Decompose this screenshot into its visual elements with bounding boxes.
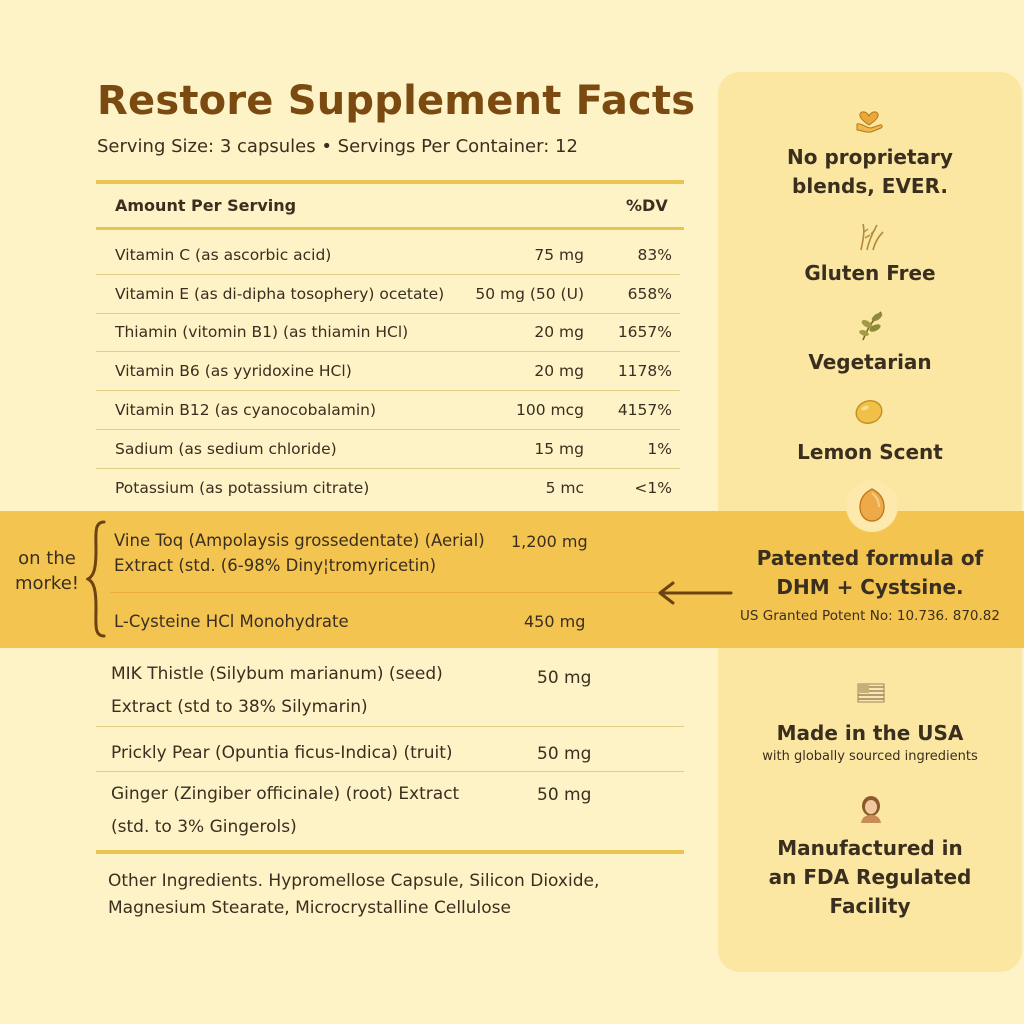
- wheat-icon: [860, 223, 884, 251]
- dv-header-label: %DV: [626, 196, 668, 215]
- nutrient-amount: 75 mg: [534, 246, 584, 264]
- ingredient-line: Prickly Pear (Opuntia ficus-Indica) (tru…: [111, 743, 453, 763]
- nutrient-dv: 1178%: [617, 362, 672, 380]
- other-ingredients-line: Magnesium Stearate, Microcrystalline Cel…: [108, 898, 511, 918]
- ingredient-line: Extract (std to 38% Silymarin): [111, 697, 368, 717]
- feature-vegetarian: Vegetarian: [718, 348, 1022, 377]
- nutrient-dv: 1%: [647, 440, 672, 458]
- feature-title: Vegetarian: [808, 350, 932, 374]
- serving-info: Serving Size: 3 capsules • Servings Per …: [97, 136, 578, 157]
- nutrient-dv: 658%: [627, 285, 672, 303]
- highlight-item-line: L-Cysteine HCl Monohydrate: [114, 612, 349, 631]
- callout-line: morke!: [14, 573, 80, 594]
- nutrient-amount: 20 mg: [534, 362, 584, 380]
- feature-title: blends, EVER.: [792, 174, 948, 198]
- other-ingredients-line: Other Ingredients. Hypromellose Capsule,…: [108, 871, 600, 891]
- brace-icon: [86, 520, 106, 638]
- feature-patent: Patented formula of DHM + Cystsine. US G…: [718, 544, 1022, 625]
- nutrient-row: Vitamin B6 (as yyridoxine HCl) 20 mg 117…: [96, 352, 680, 391]
- feature-title: No proprietary: [787, 145, 953, 169]
- nutrient-amount: 5 mc: [545, 479, 584, 497]
- nutrient-name: Vitamin C (as ascorbic acid): [115, 246, 332, 264]
- highlight-item: L-Cysteine HCl Monohydrate: [114, 609, 349, 634]
- callout-line: on the: [18, 548, 76, 569]
- nutrient-row: Vitamin B12 (as cyanocobalamin) 100 mcg …: [96, 391, 680, 430]
- lemon-icon: [855, 400, 883, 424]
- ingredient-amount: 50 mg: [537, 668, 592, 688]
- callout-text: on the morke!: [8, 546, 86, 596]
- row-divider: [96, 726, 684, 727]
- nutrient-name: Vitamin B6 (as yyridoxine HCl): [115, 362, 352, 380]
- nutrient-name: Thiamin (vitomin B1) (as thiamin HCl): [115, 323, 409, 341]
- row-divider: [96, 771, 684, 772]
- feature-title: an FDA Regulated: [768, 865, 972, 889]
- feature-title: Patented formula of: [756, 546, 984, 570]
- flag-icon: [857, 683, 885, 703]
- feature-title: Facility: [829, 894, 911, 918]
- ingredient-name: MIK Thistle (Silybum marianum) (seed) Ex…: [111, 658, 443, 724]
- nutrient-dv: 83%: [637, 246, 672, 264]
- feature-title: Manufactured in: [777, 836, 963, 860]
- highlight-item: Vine Toq (Ampolaysis grossedentate) (Aer…: [114, 528, 485, 578]
- ingredient-amount: 50 mg: [537, 785, 592, 805]
- amount-per-serving-label: Amount Per Serving: [115, 196, 297, 215]
- header-rule: [96, 227, 684, 230]
- arrow-left-icon: [658, 581, 733, 605]
- feature-made-in-usa: Made in the USA with globally sourced in…: [718, 719, 1022, 766]
- other-ingredients: Other Ingredients. Hypromellose Capsule,…: [108, 868, 668, 922]
- feature-fda: Manufactured in an FDA Regulated Facilit…: [718, 834, 1022, 921]
- patent-number: US Granted Potent No: 10.736. 870.82: [740, 608, 1000, 624]
- band-divider: [110, 592, 722, 593]
- highlight-amount: 450 mg: [524, 612, 586, 631]
- ingredient-line: Ginger (Zingiber officinale) (root) Extr…: [111, 784, 460, 804]
- top-rule: [96, 180, 684, 184]
- ingredient-name: Prickly Pear (Opuntia ficus-Indica) (tru…: [111, 737, 453, 770]
- nutrient-row: Sadium (as sedium chloride) 15 mg 1%: [96, 430, 680, 469]
- feature-title: Lemon Scent: [797, 440, 943, 464]
- hand-heart-icon: [856, 111, 883, 133]
- feature-no-blends: No proprietary blends, EVER.: [718, 143, 1022, 201]
- nutrient-row: Potassium (as potassium citrate) 5 mc <1…: [96, 469, 680, 507]
- ingredient-line: (std. to 3% Gingerols): [111, 817, 297, 837]
- ingredient-amount: 50 mg: [537, 744, 592, 764]
- feature-lemon-scent: Lemon Scent: [718, 438, 1022, 467]
- ingredient-line: MIK Thistle (Silybum marianum) (seed): [111, 664, 443, 684]
- leaf-icon: [859, 311, 883, 341]
- nutrient-amount: 15 mg: [534, 440, 584, 458]
- nutrient-name: Vitamin E (as di-dipha tosophery) ocetat…: [115, 285, 445, 303]
- highlight-amount: 1,200 mg: [511, 532, 588, 551]
- nutrient-row: Thiamin (vitomin B1) (as thiamin HCl) 20…: [96, 313, 680, 352]
- highlight-band: [0, 511, 1024, 648]
- person-icon: [861, 796, 881, 823]
- page-title: Restore Supplement Facts: [97, 78, 696, 124]
- ingredient-name: Ginger (Zingiber officinale) (root) Extr…: [111, 778, 459, 844]
- nutrient-name: Vitamin B12 (as cyanocobalamin): [115, 401, 377, 419]
- nutrient-amount: 100 mcg: [516, 401, 584, 419]
- nutrient-row: Vitamin C (as ascorbic acid) 75 mg 83%: [96, 236, 680, 275]
- nutrient-row: Vitamin E (as di-dipha tosophery) ocetat…: [96, 275, 680, 314]
- highlight-item-line: Vine Toq (Ampolaysis grossedentate) (Aer…: [114, 531, 485, 550]
- nutrient-amount: 20 mg: [534, 323, 584, 341]
- nutrient-name: Potassium (as potassium citrate): [115, 479, 370, 497]
- nutrient-dv: 4157%: [617, 401, 672, 419]
- feature-title: DHM + Cystsine.: [776, 575, 964, 599]
- bottom-rule: [96, 850, 684, 854]
- highlight-item-line: Extract (std. (6-98% Diny¦tromyricetin): [114, 556, 437, 575]
- feature-title: Made in the USA: [776, 721, 964, 745]
- capsule-icon: [859, 488, 885, 522]
- nutrient-name: Sadium (as sedium chloride): [115, 440, 337, 458]
- nutrient-amount: 50 mg (50 (U): [475, 285, 584, 303]
- nutrient-dv: 1657%: [617, 323, 672, 341]
- feature-gluten-free: Gluten Free: [718, 259, 1022, 288]
- feature-title: Gluten Free: [804, 261, 936, 285]
- feature-subtitle: with globally sourced ingredients: [762, 749, 978, 764]
- nutrient-dv: <1%: [634, 479, 672, 497]
